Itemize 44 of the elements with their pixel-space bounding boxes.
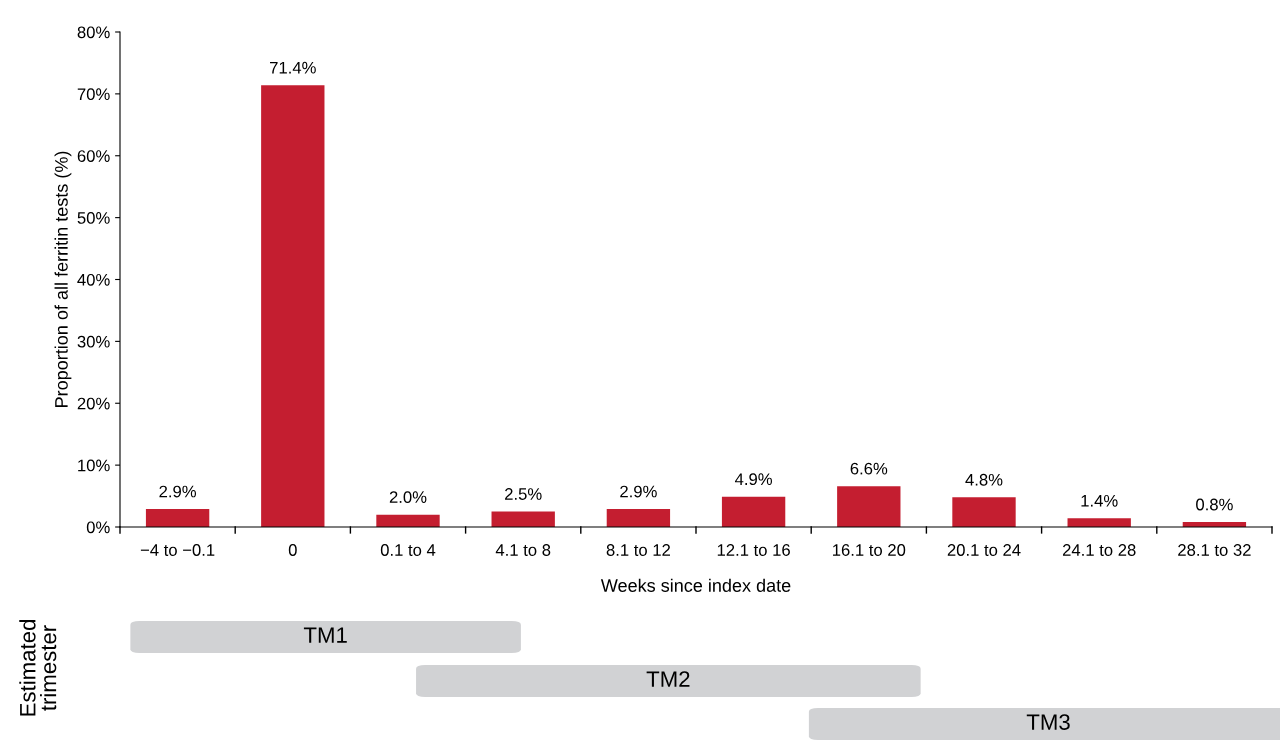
bar <box>145 509 210 527</box>
data-label: 4.9% <box>734 473 772 486</box>
data-label: 1.4% <box>1081 494 1118 507</box>
data-label: 0.8% <box>1196 498 1233 511</box>
y-tick-label: 20% <box>77 397 110 410</box>
x-tick-label: 4.1 to 8 <box>495 544 551 556</box>
data-label: 2.9% <box>159 485 196 498</box>
x-tick-label: −4 to −0.1 <box>140 544 215 556</box>
bar <box>261 85 325 527</box>
y-tick-label: 80% <box>77 26 110 39</box>
y-tick-label: 30% <box>77 335 110 348</box>
x-tick-label: 16.1 to 20 <box>833 544 906 556</box>
bar <box>1067 518 1131 527</box>
x-tick-label: 0.1 to 4 <box>380 544 436 556</box>
y-tick-label: 0% <box>86 521 110 534</box>
data-label: 2.0% <box>389 491 427 503</box>
bar <box>491 511 555 527</box>
bar <box>606 509 671 527</box>
data-label: 71.4% <box>270 61 316 74</box>
x-tick-label: 24.1 to 28 <box>1062 544 1136 556</box>
y-tick-label: 50% <box>77 212 110 224</box>
x-tick-label: 28.1 to 32 <box>1178 544 1251 556</box>
bar <box>837 486 901 527</box>
text: TM2 <box>646 671 690 687</box>
data-label: 4.8% <box>965 473 1003 486</box>
y-tick-label: 70% <box>77 88 110 101</box>
y-tick-label: 10% <box>78 459 110 472</box>
x-tick-label: 0 <box>288 544 297 556</box>
bar <box>952 497 1016 527</box>
bar <box>721 496 786 527</box>
bar <box>376 514 440 527</box>
x-tick-label: 12.1 to 16 <box>717 544 790 556</box>
data-label: 2.5% <box>505 488 542 500</box>
data-label: 6.6% <box>850 462 888 475</box>
y-tick-label: 60% <box>77 150 110 162</box>
x-tick-label: 8.1 to 12 <box>606 544 670 556</box>
x-tick-label: 20.1 to 24 <box>947 544 1021 556</box>
y-tick-label: 40% <box>77 273 110 286</box>
text: TM1 <box>303 627 347 643</box>
y-axis-title: Proportion of all ferritin tests (%) <box>54 151 72 407</box>
text: Estimated trimester <box>19 620 57 716</box>
text: TM3 <box>1026 714 1070 730</box>
data-label: 2.9% <box>620 485 657 498</box>
x-axis-title: Weeks since index date <box>600 578 791 592</box>
